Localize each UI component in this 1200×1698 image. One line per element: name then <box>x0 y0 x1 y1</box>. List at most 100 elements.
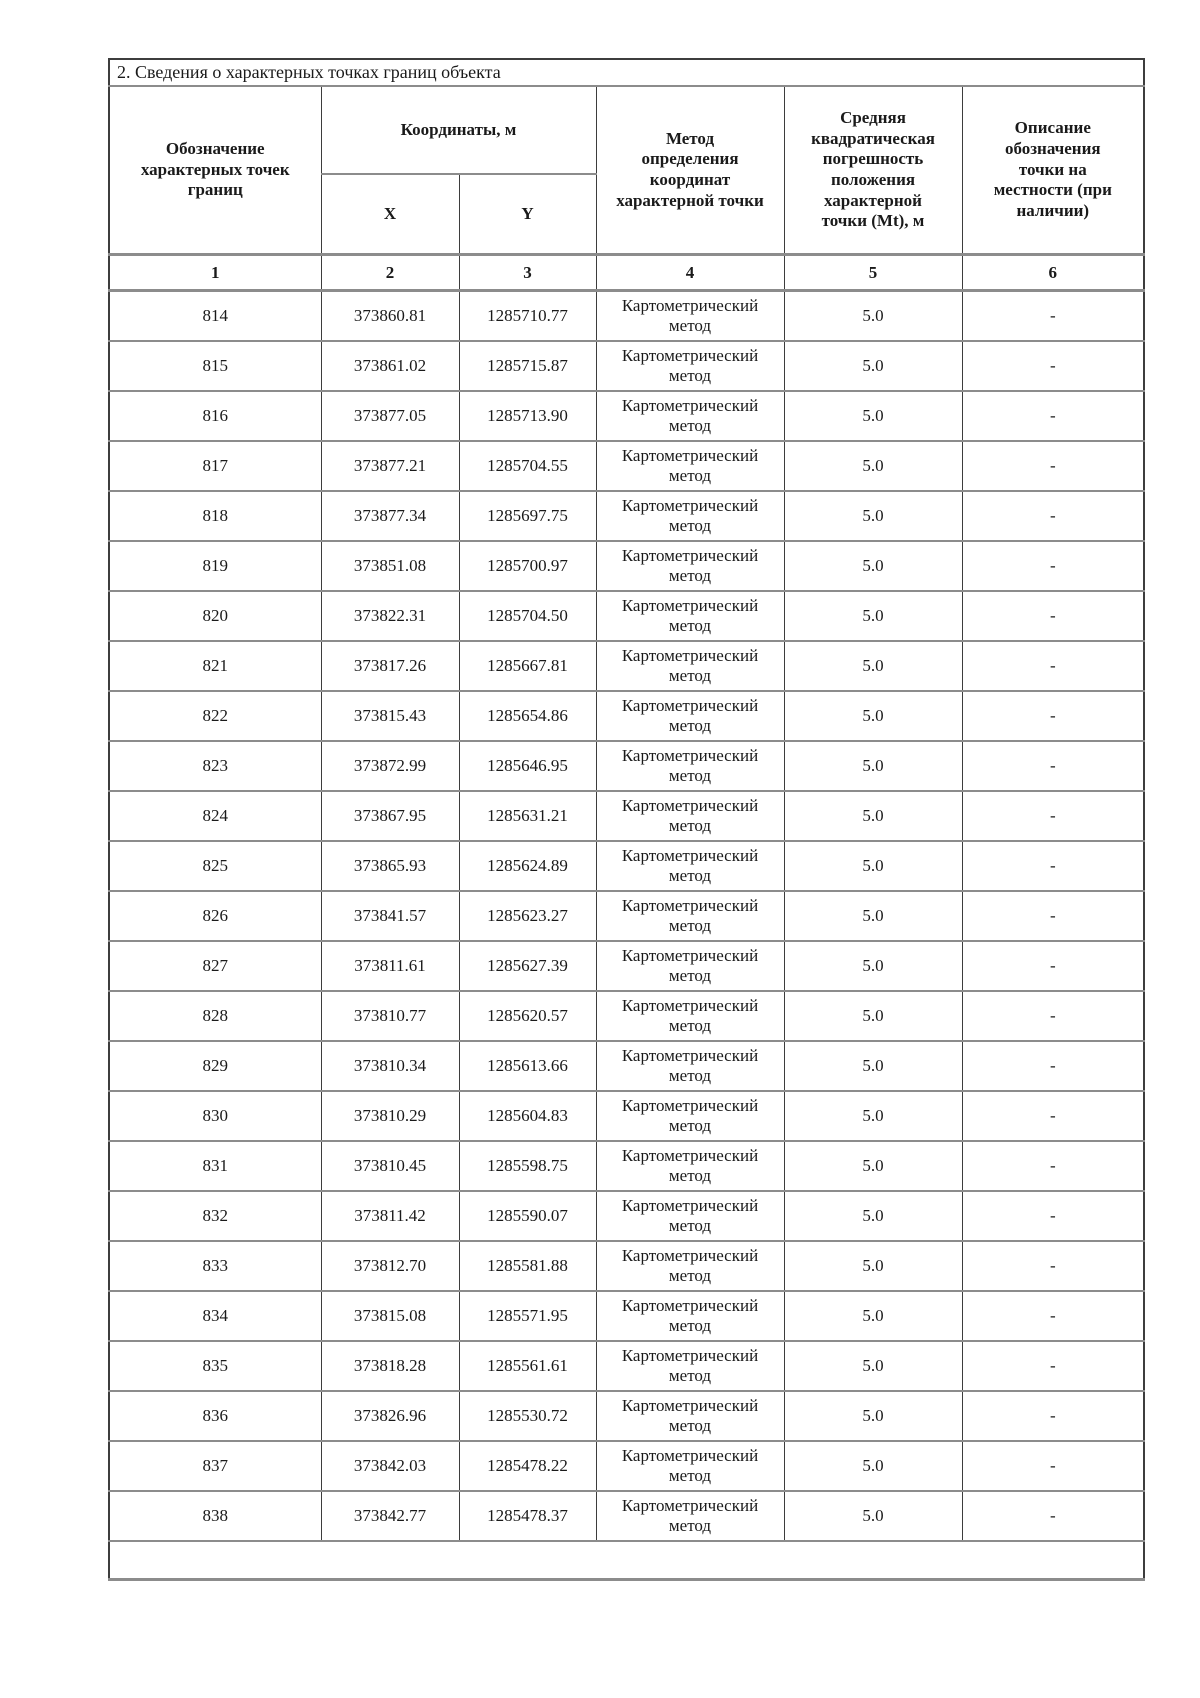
cell-y-coordinate: 1285715.87 <box>458 340 597 392</box>
cell-method: Картометрический метод <box>595 490 785 542</box>
cell-x-coordinate: 373867.95 <box>320 790 460 842</box>
cell-description: - <box>961 790 1145 842</box>
cell-y-coordinate: 1285620.57 <box>458 990 597 1042</box>
cell-description: - <box>961 590 1145 642</box>
cell-method: Картометрический метод <box>595 590 785 642</box>
table-row: 824 373867.95 1285631.21 Картометрически… <box>108 790 1145 842</box>
cell-x-coordinate: 373865.93 <box>320 840 460 892</box>
cell-y-coordinate: 1285530.72 <box>458 1390 597 1442</box>
cell-x-coordinate: 373822.31 <box>320 590 460 642</box>
cell-point-number: 838 <box>108 1490 322 1542</box>
empty-bottom-row <box>108 1540 1145 1580</box>
cell-x-coordinate: 373860.81 <box>320 289 460 342</box>
cell-y-coordinate: 1285478.22 <box>458 1440 597 1492</box>
cell-y-coordinate: 1285604.83 <box>458 1090 597 1142</box>
cell-point-number: 833 <box>108 1240 322 1292</box>
cell-method: Картометрический метод <box>595 1290 785 1342</box>
cell-error: 5.0 <box>783 1390 963 1442</box>
cell-method: Картометрический метод <box>595 340 785 392</box>
table-row: 834 373815.08 1285571.95 Картометрически… <box>108 1290 1145 1342</box>
cell-description: - <box>961 289 1145 342</box>
table-row: 823 373872.99 1285646.95 Картометрически… <box>108 740 1145 792</box>
cell-x-coordinate: 373812.70 <box>320 1240 460 1292</box>
table-row: 831 373810.45 1285598.75 Картометрически… <box>108 1140 1145 1192</box>
column-number-4: 4 <box>595 253 785 292</box>
header-y: Y <box>458 173 597 256</box>
cell-point-number: 823 <box>108 740 322 792</box>
cell-method: Картометрический метод <box>595 390 785 442</box>
cell-method: Картометрический метод <box>595 1240 785 1292</box>
column-numbers-row: 1 2 3 4 5 6 <box>108 253 1145 292</box>
cell-description: - <box>961 1340 1145 1392</box>
cell-point-number: 831 <box>108 1140 322 1192</box>
cell-y-coordinate: 1285700.97 <box>458 540 597 592</box>
cell-x-coordinate: 373810.34 <box>320 1040 460 1092</box>
cell-x-coordinate: 373842.77 <box>320 1490 460 1542</box>
cell-description: - <box>961 1390 1145 1442</box>
cell-error: 5.0 <box>783 1490 963 1542</box>
document-sheet: 2. Сведения о характерных точках границ … <box>108 58 1146 1581</box>
cell-method: Картометрический метод <box>595 289 785 342</box>
table-row: 838 373842.77 1285478.37 Картометрически… <box>108 1490 1145 1542</box>
cell-y-coordinate: 1285631.21 <box>458 790 597 842</box>
cell-error: 5.0 <box>783 890 963 942</box>
cell-point-number: 837 <box>108 1440 322 1492</box>
cell-error: 5.0 <box>783 490 963 542</box>
cell-point-number: 826 <box>108 890 322 942</box>
cell-x-coordinate: 373861.02 <box>320 340 460 392</box>
cell-description: - <box>961 390 1145 442</box>
cell-point-number: 822 <box>108 690 322 742</box>
cell-y-coordinate: 1285623.27 <box>458 890 597 942</box>
cell-y-coordinate: 1285613.66 <box>458 1040 597 1092</box>
cell-error: 5.0 <box>783 289 963 342</box>
table-row: 816 373877.05 1285713.90 Картометрически… <box>108 390 1145 442</box>
cell-description: - <box>961 490 1145 542</box>
cell-point-number: 814 <box>108 289 322 342</box>
cell-error: 5.0 <box>783 790 963 842</box>
cell-point-number: 815 <box>108 340 322 392</box>
cell-description: - <box>961 1290 1145 1342</box>
cell-y-coordinate: 1285478.37 <box>458 1490 597 1542</box>
table-row: 814 373860.81 1285710.77 Картометрически… <box>108 289 1145 342</box>
header-x: X <box>320 173 460 256</box>
cell-method: Картометрический метод <box>595 990 785 1042</box>
cell-description: - <box>961 1240 1145 1292</box>
table-row: 818 373877.34 1285697.75 Картометрически… <box>108 490 1145 542</box>
cell-x-coordinate: 373815.08 <box>320 1290 460 1342</box>
cell-x-coordinate: 373817.26 <box>320 640 460 692</box>
table-row: 826 373841.57 1285623.27 Картометрически… <box>108 890 1145 942</box>
header-row-upper: Обозначение характерных точек границ Коо… <box>108 85 1145 256</box>
cell-y-coordinate: 1285627.39 <box>458 940 597 992</box>
header-description: Описание обозначения точки на местности … <box>961 85 1145 256</box>
cell-x-coordinate: 373818.28 <box>320 1340 460 1392</box>
cell-error: 5.0 <box>783 1140 963 1192</box>
cell-x-coordinate: 373872.99 <box>320 740 460 792</box>
cell-error: 5.0 <box>783 1440 963 1492</box>
cell-x-coordinate: 373877.21 <box>320 440 460 492</box>
cell-description: - <box>961 1140 1145 1192</box>
column-number-1: 1 <box>108 253 322 292</box>
cell-description: - <box>961 740 1145 792</box>
table-row: 822 373815.43 1285654.86 Картометрически… <box>108 690 1145 742</box>
cell-method: Картометрический метод <box>595 890 785 942</box>
table-row: 832 373811.42 1285590.07 Картометрически… <box>108 1190 1145 1242</box>
table-footer-section <box>108 1540 1145 1580</box>
cell-error: 5.0 <box>783 740 963 792</box>
cell-point-number: 832 <box>108 1190 322 1242</box>
cell-description: - <box>961 890 1145 942</box>
table-row: 819 373851.08 1285700.97 Картометрически… <box>108 540 1145 592</box>
cell-error: 5.0 <box>783 390 963 442</box>
cell-point-number: 821 <box>108 640 322 692</box>
cell-point-number: 830 <box>108 1090 322 1142</box>
cell-x-coordinate: 373841.57 <box>320 890 460 942</box>
cell-y-coordinate: 1285598.75 <box>458 1140 597 1192</box>
cell-error: 5.0 <box>783 540 963 592</box>
cell-point-number: 819 <box>108 540 322 592</box>
table-row: 835 373818.28 1285561.61 Картометрически… <box>108 1340 1145 1392</box>
cell-error: 5.0 <box>783 1190 963 1242</box>
table-row: 829 373810.34 1285613.66 Картометрически… <box>108 1040 1145 1092</box>
cell-error: 5.0 <box>783 640 963 692</box>
cell-point-number: 828 <box>108 990 322 1042</box>
table-row: 821 373817.26 1285667.81 Картометрически… <box>108 640 1145 692</box>
cell-method: Картометрический метод <box>595 1190 785 1242</box>
